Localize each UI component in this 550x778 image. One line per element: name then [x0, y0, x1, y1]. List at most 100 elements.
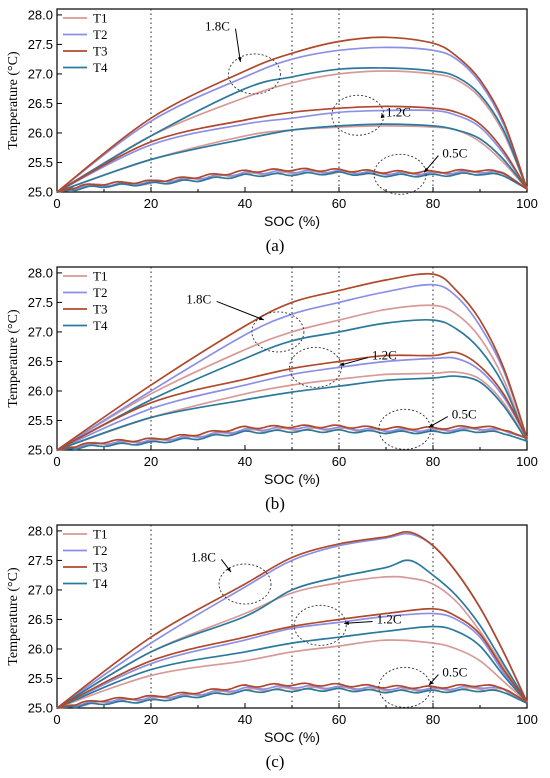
- annotation-label: 1.2C: [372, 348, 397, 363]
- legend-label-t3: T3: [93, 560, 107, 575]
- x-tick-label: 0: [53, 196, 60, 211]
- y-tick-label: 26.5: [28, 612, 53, 627]
- y-tick-label: 28.0: [28, 7, 53, 22]
- y-tick-label: 27.0: [28, 324, 53, 339]
- x-tick-label: 100: [516, 196, 538, 211]
- legend-label-t1: T1: [93, 527, 107, 542]
- y-tick-label: 26.5: [28, 354, 53, 369]
- annotation-label: 1.2C: [377, 611, 402, 626]
- legend-label-t1: T1: [93, 269, 107, 284]
- series-line-t1-1-8c: [56, 304, 528, 451]
- series-line-t3-0-5c: [56, 167, 528, 193]
- series-line-t2-0-5c: [56, 425, 528, 451]
- y-tick-label: 25.5: [28, 413, 53, 428]
- x-tick-label: 60: [332, 712, 346, 727]
- series-line-t2-1-2c: [56, 356, 528, 451]
- annotation-arrowhead: [344, 621, 349, 625]
- series-line-t4-0-5c: [56, 170, 528, 193]
- y-axis-label: Temperature (°C): [6, 567, 21, 666]
- annotation-arrowhead: [380, 113, 385, 119]
- annotation-arrowhead: [428, 423, 434, 428]
- x-tick-label: 80: [426, 196, 440, 211]
- panel-label-c: (c): [265, 752, 285, 771]
- y-tick-label: 25.0: [28, 443, 53, 458]
- annotation-circle: [227, 53, 281, 95]
- y-tick-label: 27.5: [28, 295, 53, 310]
- series-line-t1-1-8c: [56, 575, 528, 709]
- legend-label-t3: T3: [93, 44, 107, 59]
- y-tick-label: 28.0: [28, 523, 53, 538]
- series-line-t1-1-2c: [56, 370, 528, 451]
- panel-label-a: (a): [265, 236, 285, 255]
- temperature-chart-b: 0 20 40 60 80 100 25.0 25.5 26.0 26.5 27.0 27.5 28.0…: [6, 265, 538, 487]
- annotation-arrowhead: [237, 57, 242, 62]
- x-tick-label: 80: [426, 454, 440, 469]
- annotation-label: 0.5C: [452, 407, 477, 422]
- x-axis-label: SOC (%): [264, 213, 320, 229]
- chart-panel-a: 0 20 40 60 80 100 25.0 25.5 26.0 26.5 27.0 27.5 28.0…: [0, 0, 550, 236]
- x-tick-label: 80: [426, 712, 440, 727]
- y-tick-label: 25.0: [28, 185, 53, 200]
- x-tick-label: 100: [516, 712, 538, 727]
- legend-label-t2: T2: [93, 27, 107, 42]
- panel-label-b: (b): [265, 494, 285, 513]
- y-tick-label: 27.0: [28, 582, 53, 597]
- annotation-circle: [293, 604, 347, 646]
- annotation-arrow: [339, 357, 369, 366]
- y-tick-label: 27.0: [28, 66, 53, 81]
- series-line-t3-1-8c: [56, 530, 528, 709]
- series-line-t4-1-2c: [56, 123, 528, 193]
- x-tick-label: 0: [53, 712, 60, 727]
- chart-panel-c: 0 20 40 60 80 100 25.0 25.5 26.0 26.5 27.0 27.5 28.0…: [0, 516, 550, 752]
- temperature-chart-a: 0 20 40 60 80 100 25.0 25.5 26.0 26.5 27.0 27.5 28.0…: [6, 7, 538, 229]
- series-line-t2-1-8c: [56, 283, 528, 451]
- series-line-t2-1-2c: [56, 612, 528, 709]
- legend-label-t4: T4: [93, 576, 108, 591]
- annotation-arrowhead: [424, 167, 429, 173]
- legend-label-t4: T4: [93, 60, 108, 75]
- x-tick-label: 20: [144, 712, 158, 727]
- x-tick-label: 60: [332, 454, 346, 469]
- x-tick-label: 40: [238, 712, 252, 727]
- x-tick-label: 60: [332, 196, 346, 211]
- series-line-t2-1-8c: [56, 46, 528, 193]
- y-tick-label: 26.0: [28, 641, 53, 656]
- series-line-t3-1-8c: [56, 272, 528, 451]
- y-tick-label: 27.5: [28, 37, 53, 52]
- y-tick-label: 25.0: [28, 701, 53, 716]
- x-tick-label: 20: [144, 454, 158, 469]
- legend-label-t1: T1: [93, 11, 107, 26]
- annotation-arrow: [344, 620, 373, 624]
- x-axis-label: SOC (%): [264, 471, 320, 487]
- annotation-circle: [289, 346, 342, 388]
- annotation-label: 1.2C: [386, 104, 411, 119]
- annotation-circle: [331, 94, 385, 136]
- series-line-t4-1-2c: [56, 625, 528, 709]
- series-line-t4-0-5c: [56, 428, 528, 451]
- series-line-t1-1-8c: [56, 70, 528, 193]
- temperature-chart-c: 0 20 40 60 80 100 25.0 25.5 26.0 26.5 27.0 27.5 28.0…: [6, 523, 538, 745]
- y-axis-label: Temperature (°C): [6, 309, 21, 408]
- y-tick-label: 27.5: [28, 553, 53, 568]
- legend-label-t2: T2: [93, 285, 107, 300]
- annotation-label: 0.5C: [442, 146, 467, 161]
- annotation-label: 1.8C: [186, 291, 211, 306]
- series-line-t3-1-2c: [56, 351, 528, 451]
- x-tick-label: 20: [144, 196, 158, 211]
- series-line-t2-1-2c: [56, 109, 528, 193]
- legend-label-t3: T3: [93, 302, 107, 317]
- y-axis-label: Temperature (°C): [6, 51, 21, 150]
- y-tick-label: 26.0: [28, 383, 53, 398]
- series-line-t1-1-2c: [56, 639, 528, 709]
- legend-label-t4: T4: [93, 318, 108, 333]
- series-line-t3-1-8c: [56, 36, 528, 193]
- annotation-circle: [218, 563, 272, 605]
- series-line-t3-0-5c: [56, 424, 528, 451]
- chart-panel-b: 0 20 40 60 80 100 25.0 25.5 26.0 26.5 27.0 27.5 28.0…: [0, 258, 550, 494]
- series-line-t4-1-8c: [56, 559, 528, 709]
- x-axis-label: SOC (%): [264, 729, 320, 745]
- annotation-circle: [378, 408, 432, 450]
- series-line-t3-0-5c: [56, 682, 528, 709]
- annotation-label: 1.8C: [191, 549, 216, 564]
- annotation-arrowhead: [339, 362, 345, 367]
